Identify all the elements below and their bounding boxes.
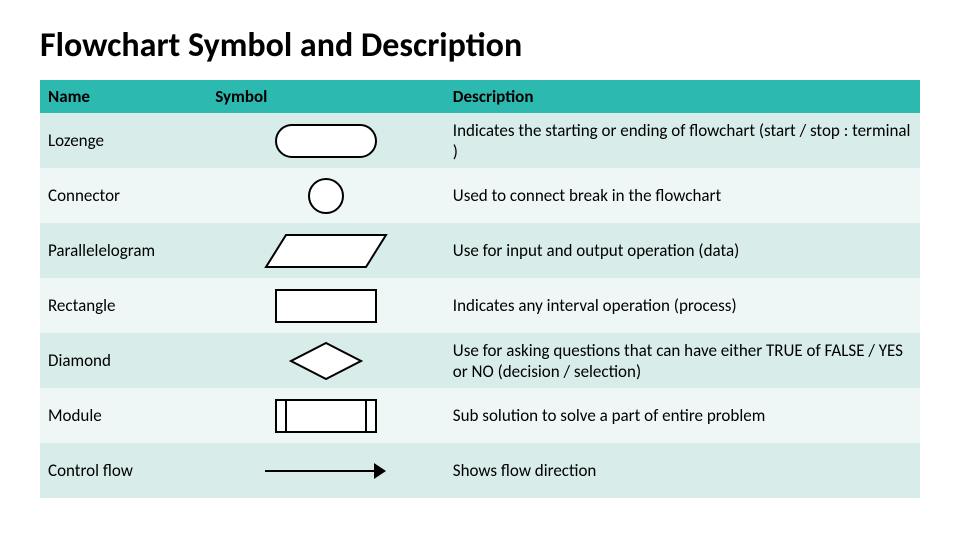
cell-description: Sub solution to solve a part of entire p… <box>445 388 920 443</box>
circle-icon <box>209 177 443 215</box>
cell-symbol <box>207 333 445 388</box>
table-header-row: Name Symbol Description <box>40 80 920 113</box>
col-header-description: Description <box>445 80 920 113</box>
rounded-rect-icon <box>209 123 443 159</box>
diamond-icon <box>209 341 443 381</box>
table-row: Parallelelogram Use for input and output … <box>40 223 920 278</box>
table-row: Lozenge Indicates the starting or ending … <box>40 113 920 168</box>
cell-symbol <box>207 388 445 443</box>
cell-symbol <box>207 278 445 333</box>
cell-symbol <box>207 168 445 223</box>
cell-symbol <box>207 223 445 278</box>
cell-name: Control flow <box>40 443 207 498</box>
rect-icon <box>209 288 443 324</box>
page-title: Flowchart Symbol and Description <box>40 25 920 66</box>
cell-name: Module <box>40 388 207 443</box>
table-row: Rectangle Indicates any interval operatio… <box>40 278 920 333</box>
cell-description: Indicates any interval operation (proces… <box>445 278 920 333</box>
module-icon <box>209 398 443 434</box>
cell-description: Shows flow direction <box>445 443 920 498</box>
cell-description: Use for input and output operation (data… <box>445 223 920 278</box>
parallelogram-icon <box>209 233 443 269</box>
cell-name: Diamond <box>40 333 207 388</box>
flowchart-symbols-table: Name Symbol Description Lozenge Indicates… <box>40 80 920 498</box>
cell-description: Indicates the starting or ending of flow… <box>445 113 920 168</box>
table-row: Connector Used to connect break in the fl… <box>40 168 920 223</box>
cell-name: Parallelelogram <box>40 223 207 278</box>
table-row: Diamond Use for asking questions that can… <box>40 333 920 388</box>
cell-name: Connector <box>40 168 207 223</box>
col-header-name: Name <box>40 80 207 113</box>
cell-symbol <box>207 113 445 168</box>
table-row: Module Sub solution to solve a part of e… <box>40 388 920 443</box>
cell-symbol <box>207 443 445 498</box>
cell-description: Use for asking questions that can have e… <box>445 333 920 388</box>
cell-name: Rectangle <box>40 278 207 333</box>
arrow-icon <box>209 459 443 483</box>
table-row: Control flow Shows flow direction <box>40 443 920 498</box>
cell-name: Lozenge <box>40 113 207 168</box>
col-header-symbol: Symbol <box>207 80 445 113</box>
cell-description: Used to connect break in the flowchart <box>445 168 920 223</box>
